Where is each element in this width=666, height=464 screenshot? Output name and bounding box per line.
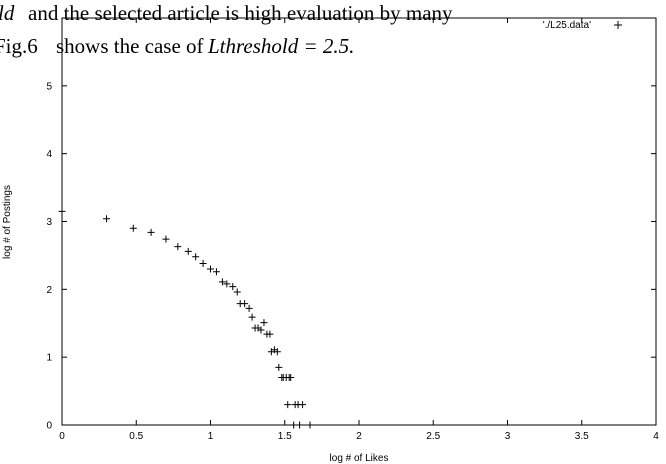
y-tick-label: 3 bbox=[46, 217, 52, 228]
y-tick-label: 2 bbox=[46, 285, 52, 296]
y-tick-label: 5 bbox=[46, 81, 52, 92]
data-point bbox=[129, 224, 137, 232]
data-point bbox=[147, 228, 155, 236]
data-point bbox=[184, 247, 192, 255]
data-point bbox=[103, 215, 111, 223]
x-tick-label: 1.5 bbox=[278, 431, 292, 442]
data-point bbox=[273, 348, 281, 356]
plot-frame bbox=[61, 17, 657, 426]
x-axis-label: log # of Likes bbox=[330, 453, 389, 464]
data-point bbox=[287, 374, 295, 382]
data-point bbox=[212, 268, 220, 276]
data-point bbox=[223, 280, 231, 288]
data-point bbox=[299, 401, 307, 409]
data-point bbox=[58, 207, 66, 215]
x-tick-label: 2.5 bbox=[426, 431, 440, 442]
data-point bbox=[306, 421, 314, 429]
overlay-line1-prefix: ld bbox=[0, 1, 15, 25]
data-point bbox=[260, 319, 268, 327]
data-point bbox=[245, 304, 253, 312]
data-points bbox=[58, 207, 314, 429]
overlay-line2-math: Lthreshold = 2.5. bbox=[207, 34, 354, 58]
x-tick-label: 0 bbox=[59, 431, 65, 442]
overlay-line2-text: shows the case of bbox=[56, 34, 204, 58]
legend-marker bbox=[614, 21, 622, 29]
data-point bbox=[275, 363, 283, 371]
overlay-text: ld and the selected article is high eval… bbox=[0, 1, 453, 58]
legend: './L25.data' bbox=[543, 20, 622, 31]
data-point bbox=[241, 300, 249, 308]
data-point bbox=[290, 421, 298, 429]
overlay-line1-text: and the selected article is high evaluat… bbox=[28, 1, 453, 25]
x-tick-label: 3 bbox=[505, 431, 511, 442]
x-tick-label: 4 bbox=[653, 431, 659, 442]
data-point bbox=[174, 243, 182, 251]
data-point bbox=[162, 235, 170, 243]
x-tick-label: 1 bbox=[208, 431, 214, 442]
x-tick-label: 3.5 bbox=[575, 431, 589, 442]
data-point bbox=[266, 330, 274, 338]
x-tick-label: 0.5 bbox=[129, 431, 143, 442]
data-point bbox=[229, 283, 237, 291]
data-point bbox=[257, 326, 265, 334]
y-ticks: 0 1 2 3 4 5 bbox=[46, 81, 656, 432]
data-point bbox=[199, 260, 207, 268]
y-tick-label: 1 bbox=[46, 353, 52, 364]
y-tick-label: 0 bbox=[46, 421, 52, 432]
overlay-line2-prefix: Fig.6 bbox=[0, 34, 38, 58]
data-point bbox=[207, 265, 214, 273]
legend-label: './L25.data' bbox=[543, 20, 591, 31]
data-point bbox=[233, 288, 241, 296]
data-point bbox=[248, 313, 256, 321]
x-ticks: 0 0.5 1 1.5 2 2.5 3 3.5 4 bbox=[59, 18, 659, 442]
y-tick-label: 4 bbox=[46, 149, 52, 160]
data-point bbox=[284, 401, 292, 409]
data-point bbox=[192, 253, 200, 261]
data-point bbox=[218, 278, 226, 286]
data-point bbox=[296, 421, 304, 429]
x-tick-label: 2 bbox=[356, 431, 362, 442]
y-axis-label: log # of Postings bbox=[2, 185, 13, 259]
